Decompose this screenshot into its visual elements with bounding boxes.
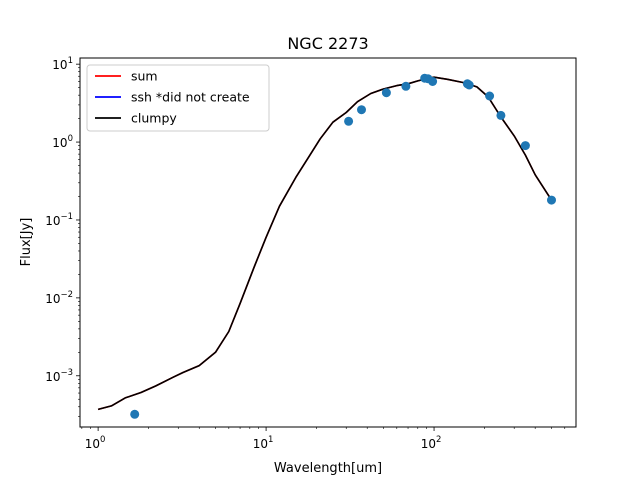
series-line-2 xyxy=(97,76,553,411)
plot-area xyxy=(97,73,556,419)
data-point xyxy=(381,88,391,98)
y-tick-label: 100 xyxy=(52,134,73,150)
axes-frame xyxy=(79,57,577,428)
data-point xyxy=(464,80,474,90)
y-tick-label: 10−2 xyxy=(45,290,73,306)
data-point xyxy=(344,116,354,126)
x-tick-label: 100 xyxy=(85,435,106,451)
x-tick-label: 102 xyxy=(421,435,442,451)
y-tick-label: 10−1 xyxy=(45,212,73,228)
y-tick-label: 101 xyxy=(52,56,73,72)
data-point xyxy=(401,81,411,91)
legend-label: sum xyxy=(131,69,158,84)
legend: sum ssh *did not create clumpy xyxy=(86,64,270,132)
y-tick-label: 10−3 xyxy=(45,368,73,384)
data-point xyxy=(130,409,140,419)
data-point xyxy=(496,110,506,120)
chart-title: NGC 2273 xyxy=(287,34,368,53)
legend-label: clumpy xyxy=(131,111,177,126)
y-axis-label: Flux[Jy] xyxy=(19,218,34,267)
data-point xyxy=(520,141,530,151)
legend-label: ssh *did not create xyxy=(131,90,250,105)
data-point xyxy=(547,195,556,205)
axis-ticks: 100 101 102 10−3 10−2 10−1 100 101 xyxy=(45,56,566,451)
data-point xyxy=(357,105,366,115)
data-point xyxy=(428,77,438,86)
legend-box xyxy=(86,64,270,132)
data-point xyxy=(485,91,495,101)
x-tick-label: 101 xyxy=(253,435,274,451)
x-axis-label: Wavelength[um] xyxy=(274,461,382,476)
